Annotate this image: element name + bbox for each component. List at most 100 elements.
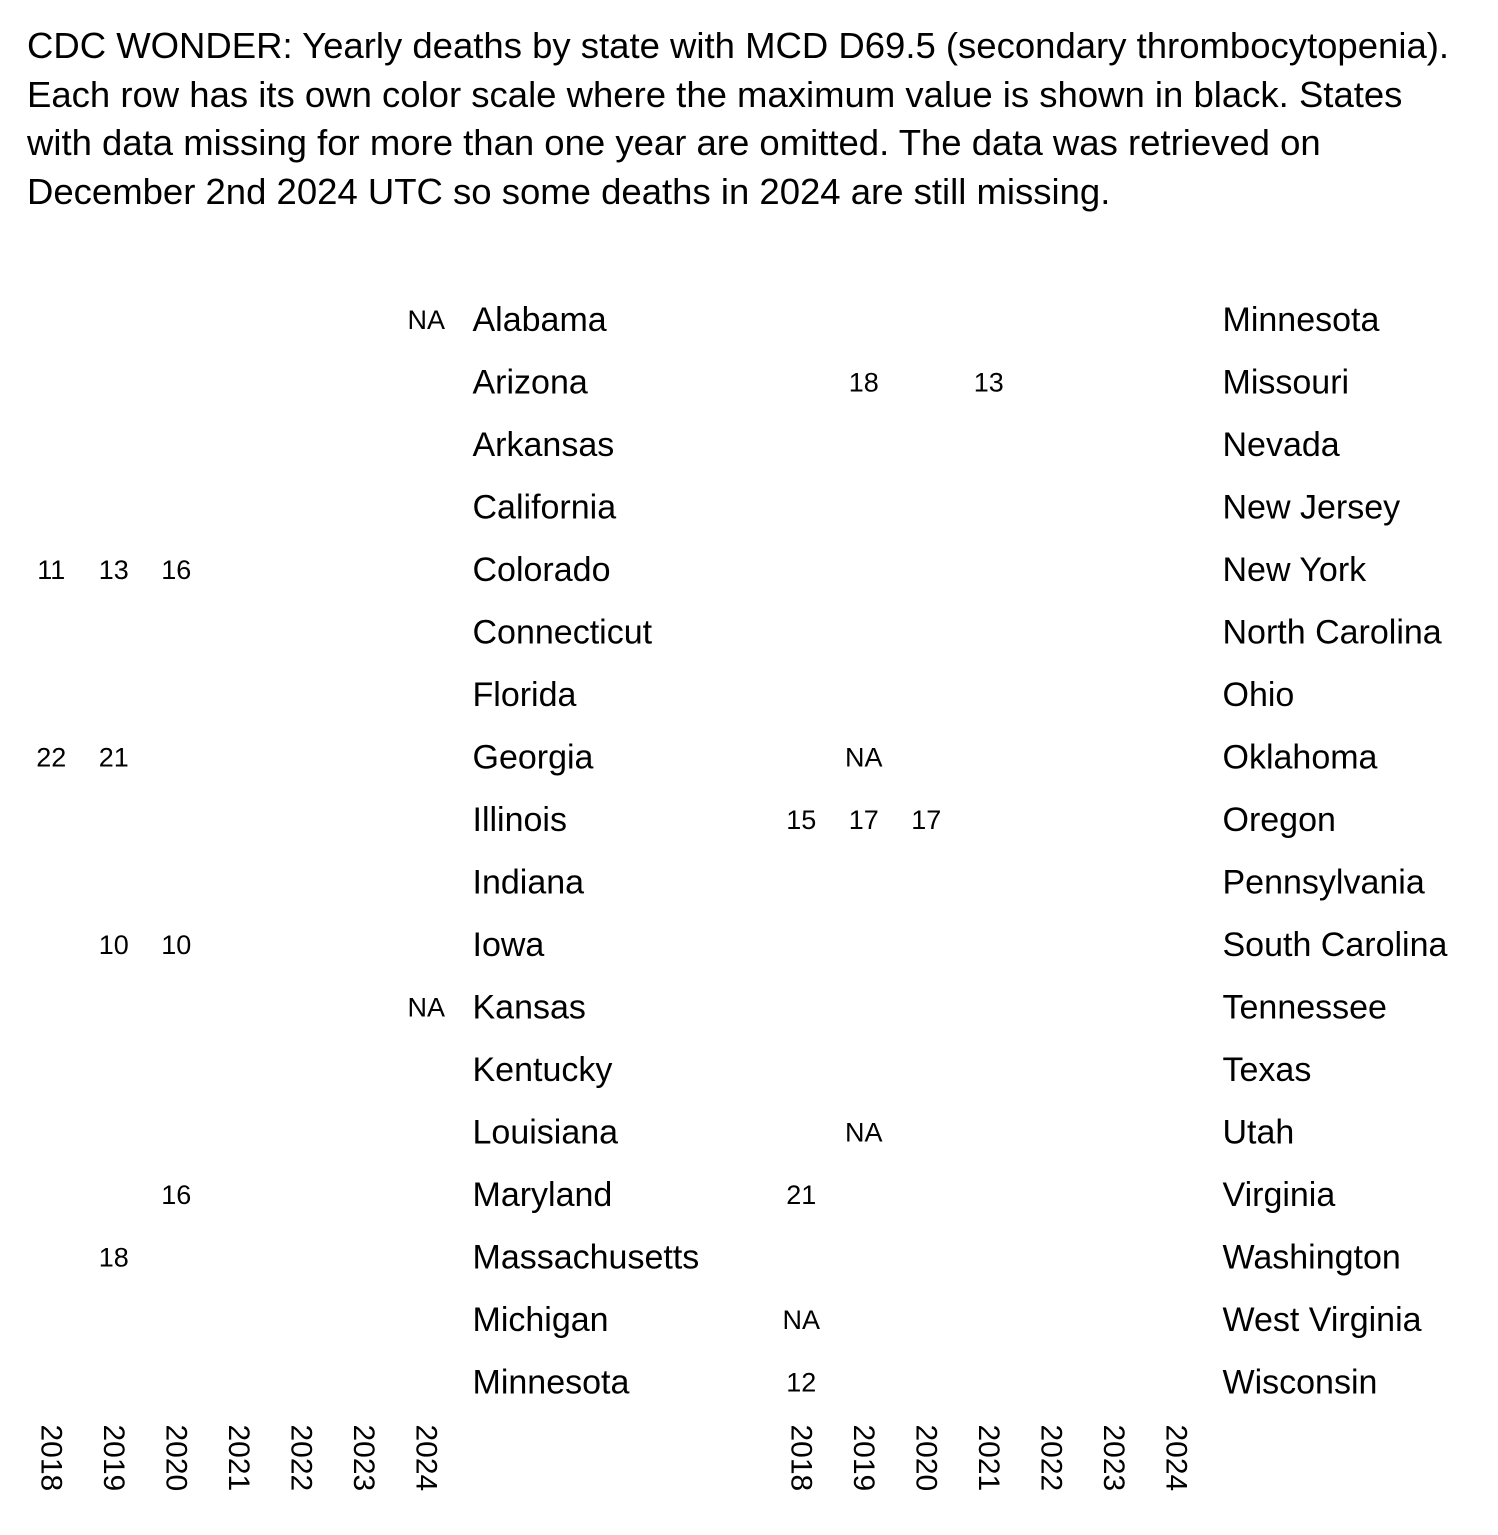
heatmap-cell — [1145, 287, 1208, 350]
heatmap-cell — [957, 287, 1020, 350]
heatmap-cell — [207, 1350, 270, 1413]
cell-value-label: 16 — [161, 1180, 191, 1210]
heatmap-cell — [957, 1100, 1020, 1163]
heatmap-cell — [145, 1162, 208, 1225]
heatmap-cell — [1145, 1350, 1208, 1413]
heatmap-cell — [1145, 1037, 1208, 1100]
cell-value-label: 17 — [911, 805, 941, 835]
heatmap-cell — [207, 1037, 270, 1100]
heatmap-cell — [145, 1225, 208, 1288]
heatmap-cell — [957, 350, 1020, 413]
heatmap-cell — [1020, 850, 1083, 913]
heatmap-cell — [395, 1225, 458, 1288]
heatmap-cell — [1020, 600, 1083, 663]
heatmap-cell — [832, 912, 895, 975]
heatmap-cell — [1020, 412, 1083, 475]
heatmap-cell — [332, 600, 395, 663]
heatmap-cell — [270, 1350, 333, 1413]
heatmap-cell — [770, 912, 833, 975]
heatmap-cell — [1020, 287, 1083, 350]
heatmap-cell — [895, 1287, 958, 1350]
year-tick-label: 2023 — [1097, 1425, 1130, 1492]
state-label: Colorado — [473, 551, 611, 589]
heatmap-cell — [1082, 475, 1145, 538]
year-tick-label: 2019 — [847, 1425, 880, 1492]
state-label: Georgia — [473, 738, 594, 776]
year-tick-label: 2023 — [347, 1425, 380, 1492]
heatmap-cell — [1020, 1225, 1083, 1288]
heatmap-cell — [770, 1287, 833, 1350]
heatmap-cell — [395, 725, 458, 788]
state-label: Wisconsin — [1223, 1363, 1378, 1401]
heatmap-cell — [957, 1037, 1020, 1100]
heatmap-cell — [82, 600, 145, 663]
heatmap-cell — [82, 1162, 145, 1225]
cell-value-label: 21 — [99, 742, 129, 772]
heatmap-cell — [207, 850, 270, 913]
heatmap-cell — [895, 787, 958, 850]
heatmap-cell — [270, 725, 333, 788]
heatmap-cell — [270, 1037, 333, 1100]
heatmap-cell — [1145, 1100, 1208, 1163]
heatmap-cell — [82, 725, 145, 788]
heatmap-cell — [895, 350, 958, 413]
heatmap-cell — [332, 1037, 395, 1100]
heatmap-cell — [145, 287, 208, 350]
heatmap-cell — [332, 662, 395, 725]
heatmap-cell — [895, 1037, 958, 1100]
heatmap-cell — [395, 662, 458, 725]
year-tick-label: 2019 — [97, 1425, 130, 1492]
heatmap-cell — [82, 537, 145, 600]
heatmap-cell — [270, 850, 333, 913]
heatmap-cell — [270, 1287, 333, 1350]
state-label: Iowa — [473, 926, 545, 964]
year-tick-label: 2024 — [1159, 1425, 1192, 1492]
heatmap-cell — [832, 537, 895, 600]
heatmap-cell — [1082, 787, 1145, 850]
state-label: Michigan — [473, 1301, 609, 1339]
heatmap-cell — [770, 725, 833, 788]
heatmap-cell — [1082, 1287, 1145, 1350]
heatmap-cell — [395, 850, 458, 913]
heatmap-cell — [1145, 1287, 1208, 1350]
heatmap-cell — [145, 1100, 208, 1163]
chart-title: CDC WONDER: Yearly deaths by state with … — [27, 25, 1450, 212]
heatmap-cell — [895, 1225, 958, 1288]
heatmap-cell — [1145, 537, 1208, 600]
heatmap-cell — [270, 412, 333, 475]
heatmap-cell — [82, 1350, 145, 1413]
heatmap-cell — [895, 912, 958, 975]
heatmap-cell — [957, 537, 1020, 600]
state-label: Kentucky — [473, 1051, 613, 1089]
year-tick-label: 2022 — [1034, 1425, 1067, 1492]
state-label: Illinois — [473, 801, 567, 839]
heatmap-cell — [395, 1162, 458, 1225]
heatmap-cell — [207, 287, 270, 350]
heatmap-cell — [1020, 537, 1083, 600]
heatmap-cell — [1020, 787, 1083, 850]
state-label: California — [473, 488, 617, 526]
heatmap-cell — [1082, 912, 1145, 975]
heatmap-cell — [270, 787, 333, 850]
heatmap-cell — [395, 412, 458, 475]
heatmap-cell — [82, 287, 145, 350]
heatmap-cell — [20, 1350, 83, 1413]
heatmap-panel-2: Minnesota 18 13 Missouri Nevada New Jersey New… — [770, 287, 1448, 1492]
heatmap-cell — [770, 975, 833, 1038]
heatmap-cell — [1145, 350, 1208, 413]
heatmap-cell — [957, 912, 1020, 975]
cell-value-label: 12 — [786, 1367, 816, 1397]
heatmap-cell — [832, 412, 895, 475]
heatmap-cell — [207, 600, 270, 663]
heatmap-cell — [1082, 600, 1145, 663]
cell-value-label: 13 — [99, 555, 129, 585]
heatmap-cell — [1020, 662, 1083, 725]
heatmap-cell — [395, 787, 458, 850]
cell-value-label: 17 — [849, 805, 879, 835]
heatmap-cell — [270, 1225, 333, 1288]
heatmap-cell — [270, 287, 333, 350]
heatmap-cell — [207, 1287, 270, 1350]
heatmap-cell — [20, 662, 83, 725]
state-label: Louisiana — [473, 1113, 619, 1151]
heatmap-cell — [895, 1350, 958, 1413]
